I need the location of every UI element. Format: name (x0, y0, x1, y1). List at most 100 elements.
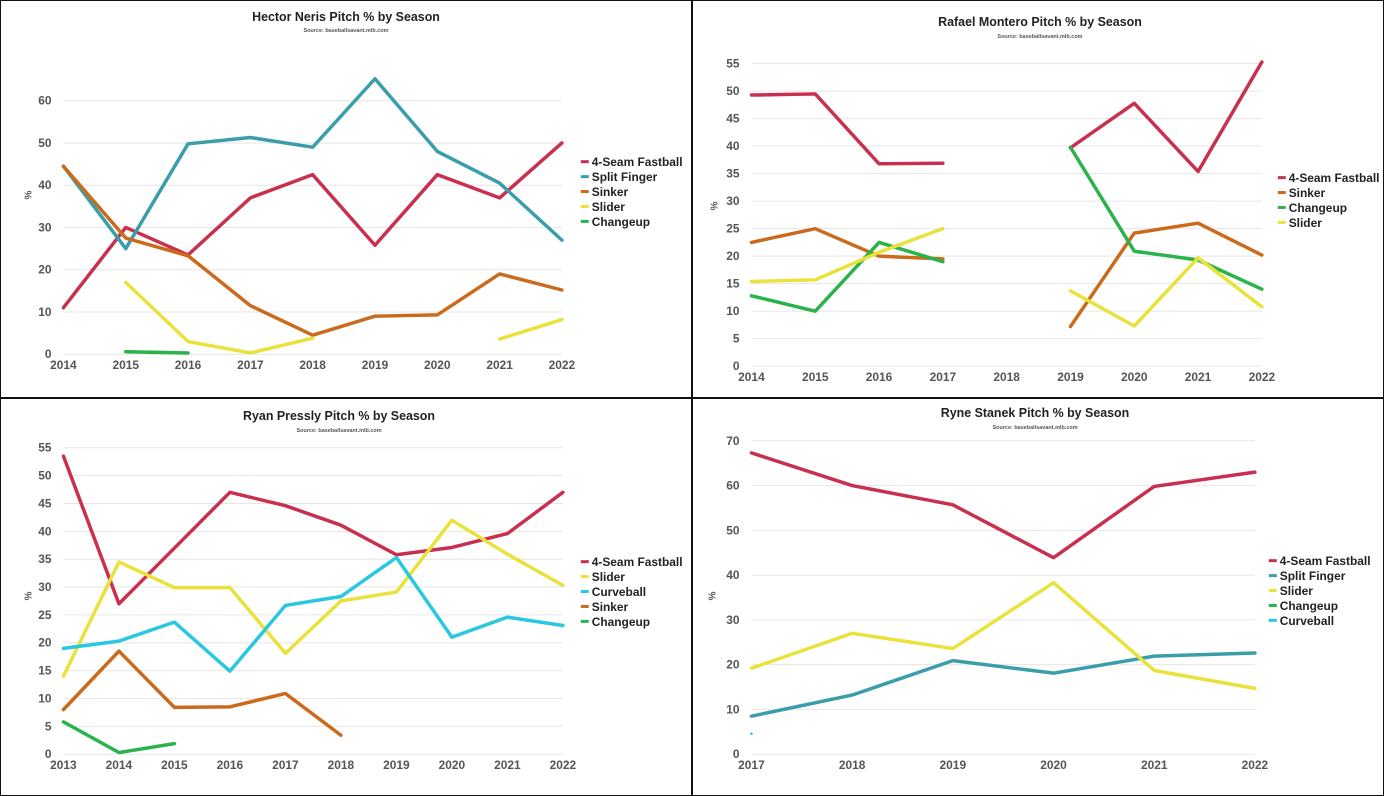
series-line (61, 649, 343, 738)
series-line (749, 580, 1257, 691)
series-segment (1068, 221, 1264, 329)
series-line (750, 732, 753, 735)
y-tick-label: 30 (38, 220, 52, 234)
chart-title: Hector Neris Pitch % by Season (252, 10, 440, 24)
series-segment (749, 451, 1257, 560)
legend-label: Slider (1280, 584, 1313, 598)
x-tick-label: 2016 (217, 758, 244, 772)
x-tick-label: 2022 (550, 758, 577, 772)
series-line (61, 77, 564, 251)
series-segment (749, 226, 945, 284)
y-tick-label: 0 (733, 747, 740, 761)
legend-label: Slider (1289, 216, 1322, 230)
x-tick-label: 2015 (112, 358, 139, 372)
x-tick-label: 2020 (1121, 370, 1148, 384)
series-segment (61, 518, 565, 678)
chart-svg: Ryne Stanek Pitch % by Season Source: ba… (708, 406, 1371, 772)
legend-label: Sinker (592, 600, 629, 614)
series-line (61, 555, 565, 673)
y-ticks: 0 5 10 15 20 25 30 35 40 45 50 55 (726, 57, 740, 373)
y-axis-label: % (710, 201, 721, 210)
x-tick-label: 2016 (175, 358, 202, 372)
y-tick-label: 20 (38, 263, 52, 277)
y-tick-label: 50 (726, 523, 740, 537)
legend-label: Changeup (1289, 201, 1347, 215)
y-tick-label: 40 (726, 568, 740, 582)
y-tick-label: 5 (45, 719, 52, 733)
chart-title: Ryan Pressly Pitch % by Season (243, 409, 435, 423)
x-tick-label: 2018 (299, 358, 326, 372)
legend-swatch (580, 190, 589, 194)
legend-swatch (580, 204, 589, 208)
legend-label: Slider (592, 570, 625, 584)
series-segment (497, 317, 564, 341)
y-tick-label: 15 (726, 277, 740, 291)
x-tick-label: 2018 (328, 758, 355, 772)
series-lines (749, 60, 1264, 329)
series-line (749, 451, 1257, 560)
series-line (61, 141, 564, 310)
y-tick-label: 0 (45, 747, 52, 761)
y-tick-label: 0 (45, 347, 52, 361)
legend-label: Changeup (592, 215, 650, 229)
x-tick-label: 2020 (424, 358, 451, 372)
legend-swatch (1268, 618, 1277, 622)
chart-panel-ryan-pressly: Ryan Pressly Pitch % by Season Source: b… (0, 398, 692, 796)
series-line (749, 145, 1264, 313)
y-tick-label: 50 (726, 84, 740, 98)
y-axis-label: % (24, 190, 35, 199)
legend-swatch (1268, 603, 1277, 607)
y-tick-label: 20 (38, 636, 52, 650)
y-tick-label: 45 (726, 112, 740, 126)
chart-svg: Ryan Pressly Pitch % by Season Source: b… (24, 409, 683, 772)
series-segment (61, 141, 564, 310)
x-ticks: 2017 2018 2019 2020 2021 2022 (738, 758, 1268, 772)
y-tick-label: 30 (726, 194, 740, 208)
series-line (61, 454, 565, 606)
legend-swatch (1268, 574, 1277, 578)
grid (751, 440, 1255, 755)
y-tick-label: 25 (38, 608, 52, 622)
legend-label: 4-Seam Fastball (1280, 554, 1371, 568)
x-tick-label: 2021 (1185, 370, 1212, 384)
legend-label: Split Finger (592, 170, 658, 184)
x-tick-label: 2018 (993, 370, 1020, 384)
grid (63, 447, 563, 755)
grid (63, 100, 562, 355)
legend-label: 4-Seam Fastball (592, 555, 683, 569)
x-tick-label: 2015 (161, 758, 188, 772)
y-tick-label: 10 (38, 305, 52, 319)
x-tick-label: 2022 (549, 358, 576, 372)
x-tick-label: 2016 (866, 370, 893, 384)
series-segment (749, 92, 945, 166)
series-line (123, 349, 190, 355)
chart-title: Ryne Stanek Pitch % by Season (941, 406, 1129, 420)
x-tick-label: 2017 (237, 358, 264, 372)
series-line (749, 226, 1264, 328)
series-segment (61, 77, 564, 251)
y-tick-label: 30 (726, 613, 740, 627)
y-tick-label: 70 (726, 434, 740, 448)
legend-swatch (1268, 589, 1277, 593)
series-segment (61, 720, 177, 755)
series-lines (749, 451, 1257, 735)
series-segment (1068, 256, 1264, 328)
chart-panel-hector-neris: Hector Neris Pitch % by Season Source: b… (0, 0, 692, 398)
legend-swatch (580, 575, 589, 579)
x-tick-label: 2021 (494, 758, 521, 772)
x-tick-label: 2017 (930, 370, 957, 384)
x-tick-label: 2013 (50, 758, 77, 772)
y-ticks: 0 5 10 15 20 25 30 35 40 45 50 55 (38, 441, 52, 761)
series-line (61, 720, 177, 755)
series-segment (61, 649, 343, 738)
legend-swatch (1268, 559, 1277, 563)
legend-swatch (1277, 205, 1286, 209)
chart-subtitle: Source: baseballsavant.mlb.com (296, 428, 381, 434)
legend-swatch (580, 219, 589, 223)
series-segment (749, 226, 945, 261)
legend-label: 4-Seam Fastball (592, 155, 683, 169)
y-tick-label: 15 (38, 664, 52, 678)
y-tick-label: 10 (726, 304, 740, 318)
x-tick-label: 2020 (1040, 758, 1067, 772)
